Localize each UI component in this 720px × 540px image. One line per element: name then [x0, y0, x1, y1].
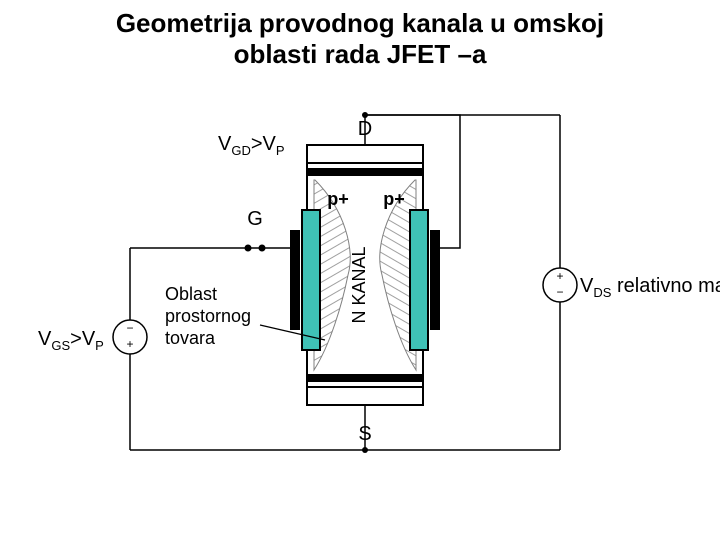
oblast-line3: tovara: [165, 328, 216, 348]
vgs-label: VGS>VP: [38, 328, 104, 353]
drain-metal: [307, 168, 423, 176]
drain-contact: [307, 145, 423, 163]
vgs-minus: −: [126, 321, 133, 335]
node-g1: [259, 245, 266, 252]
vds-minus: −: [556, 285, 563, 299]
title-line1: Geometrija provodnog kanala u omskoj: [116, 8, 604, 38]
gate-contact-left: [290, 230, 300, 330]
p-region-left: [302, 210, 320, 350]
pplus-right-label: p+: [383, 189, 405, 209]
source-metal: [307, 374, 423, 382]
vds-label: VDS relativno malo: [580, 275, 720, 300]
title-line2: oblasti rada JFET –a: [234, 39, 487, 69]
terminal-g: G: [247, 208, 263, 230]
oblast-line2: prostornog: [165, 306, 251, 326]
gate-contact-right: [430, 230, 440, 330]
source-contact: [307, 387, 423, 405]
vgd-label: VGD>VP: [218, 133, 285, 158]
p-region-right: [410, 210, 428, 350]
n-kanal-label: N KANAL: [349, 247, 369, 324]
oblast-line1: Oblast: [165, 284, 217, 304]
pplus-left-label: p+: [327, 189, 349, 209]
jfet-diagram: N KANAL p+ p+ D S G VGD>VP − + VGS>VP + …: [0, 70, 720, 530]
vds-plus: +: [556, 269, 563, 283]
page-title: Geometrija provodnog kanala u omskoj obl…: [0, 0, 720, 70]
vgs-plus: +: [126, 337, 133, 351]
